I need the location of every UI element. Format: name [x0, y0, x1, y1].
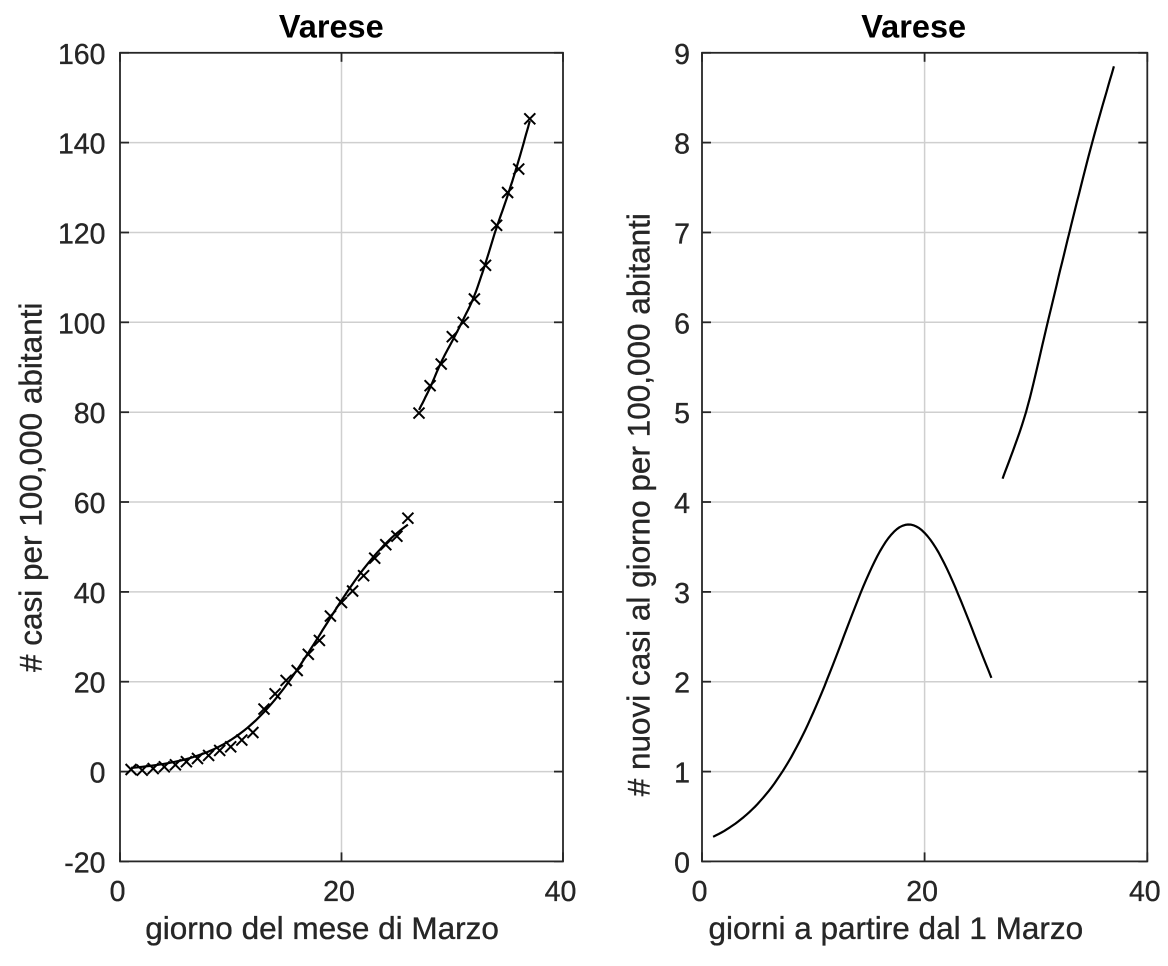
svg-text:20: 20: [906, 876, 938, 908]
svg-text:40: 40: [74, 578, 106, 610]
svg-text:40: 40: [1129, 876, 1161, 908]
svg-text:20: 20: [323, 876, 355, 908]
svg-text:# casi per 100,000 abitanti: # casi per 100,000 abitanti: [12, 303, 48, 673]
svg-text:0: 0: [90, 758, 106, 790]
svg-text:2: 2: [674, 668, 690, 700]
svg-text:80: 80: [74, 398, 106, 430]
svg-text:-20: -20: [64, 847, 105, 879]
svg-text:Varese: Varese: [861, 9, 966, 45]
svg-text:0: 0: [692, 876, 708, 908]
svg-text:0: 0: [674, 847, 690, 879]
svg-text:5: 5: [674, 398, 690, 430]
svg-text:7: 7: [674, 219, 690, 251]
svg-text:# nuovi casi al giorno per 100: # nuovi casi al giorno per 100,000 abita…: [620, 213, 656, 796]
svg-text:40: 40: [545, 876, 577, 908]
svg-text:1: 1: [674, 758, 690, 790]
svg-text:8: 8: [674, 129, 690, 161]
svg-text:3: 3: [674, 578, 690, 610]
svg-text:60: 60: [74, 488, 106, 520]
svg-text:140: 140: [58, 129, 106, 161]
svg-text:giorni a partire dal 1 Marzo: giorni a partire dal 1 Marzo: [708, 910, 1083, 946]
svg-text:160: 160: [58, 39, 106, 71]
svg-text:Varese: Varese: [279, 9, 384, 45]
svg-text:0: 0: [110, 876, 126, 908]
svg-text:100: 100: [58, 308, 106, 340]
svg-text:20: 20: [74, 668, 106, 700]
svg-text:giorno del mese di Marzo: giorno del mese di Marzo: [145, 910, 499, 946]
svg-text:6: 6: [674, 308, 690, 340]
svg-text:4: 4: [674, 488, 690, 520]
svg-text:120: 120: [58, 219, 106, 251]
svg-text:9: 9: [674, 39, 690, 71]
